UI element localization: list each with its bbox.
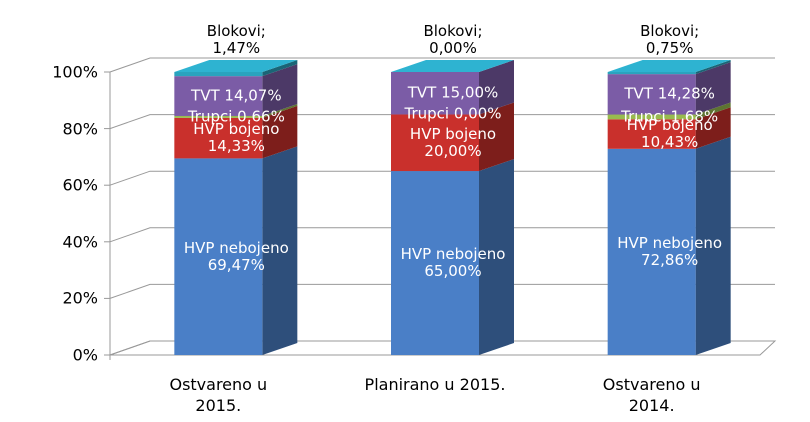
bar-side: [262, 103, 298, 118]
bar-side: [262, 64, 298, 116]
bar-segment: [391, 102, 514, 172]
bar-segment: [607, 136, 731, 355]
bar-front: [174, 115, 263, 118]
y-tick-label: 20%: [62, 288, 98, 308]
grid-line: [109, 114, 775, 130]
data-label: Blokovi; 0,75%: [640, 22, 700, 57]
bar-segment: [607, 102, 731, 120]
data-label: Trupci 0,66%: [187, 107, 285, 126]
data-label: HVP nebojeno 65,00%: [400, 245, 506, 281]
bar-segment: [174, 60, 298, 77]
bar-side: [695, 62, 731, 115]
bar-side: [262, 146, 298, 355]
bar-top: [607, 60, 731, 72]
bar-front: [174, 72, 263, 77]
data-label: HVP bojeno 20,00%: [409, 124, 497, 160]
bar-side: [479, 60, 514, 115]
bar-segment: [607, 62, 731, 115]
data-label: HVP nebojeno 69,47%: [183, 238, 289, 274]
data-label: Blokovi; 0,00%: [423, 22, 483, 57]
bar-front: [391, 72, 479, 115]
bar-segment: [174, 103, 298, 118]
grid-line: [109, 227, 775, 243]
bar-side: [262, 105, 298, 159]
bar-front: [607, 119, 696, 149]
bar-side: [695, 102, 731, 120]
grid-line: [109, 170, 775, 186]
x-tick-label: Ostvareno u 2014.: [602, 375, 701, 415]
bar-side: [479, 102, 514, 172]
bar-side: [262, 60, 298, 77]
bar-front: [174, 158, 263, 355]
bar-segment: [174, 64, 298, 116]
bar-segment: [174, 105, 298, 159]
bar-segment: [391, 60, 514, 115]
grid-line: [109, 57, 775, 73]
bar-front: [607, 114, 696, 120]
y-tick-label: 60%: [62, 175, 98, 195]
y-tick-label: 40%: [62, 232, 98, 252]
y-tick-label: 100%: [52, 62, 98, 82]
data-label: HVP bojeno 14,33%: [193, 120, 280, 156]
data-label: TVT 14,28%: [624, 84, 715, 103]
x-tick-label: Planirano u 2015.: [364, 375, 506, 394]
data-label: Blokovi; 1,47%: [206, 22, 266, 57]
bar-front: [607, 148, 696, 355]
bar-front: [607, 72, 696, 75]
bar-front: [174, 76, 263, 116]
bar-front: [174, 117, 263, 159]
bar-segment: [174, 146, 298, 355]
x-tick-label: Ostvareno u 2015.: [169, 375, 268, 415]
data-label: Trupci 1,68%: [621, 107, 719, 126]
data-label: TVT 15,00%: [407, 83, 499, 102]
data-label: Trupci 0,00%: [404, 104, 502, 123]
bar-top: [174, 60, 298, 72]
bar-front: [607, 74, 696, 115]
data-label: HVP bojeno 10,43%: [626, 116, 713, 152]
bar-front: [391, 171, 479, 355]
grid-line: [109, 283, 775, 299]
data-label: HVP nebojeno 72,86%: [617, 233, 723, 269]
bar-side: [479, 159, 514, 355]
bar-segment: [607, 60, 731, 75]
bar-segment: [391, 159, 514, 355]
bar-segment: [607, 107, 731, 149]
bar-side: [695, 107, 731, 149]
bar-side: [695, 60, 731, 75]
bar-side: [695, 136, 731, 355]
bar-front: [391, 114, 479, 172]
y-tick-label: 0%: [72, 345, 98, 365]
grid-line: [109, 340, 775, 356]
y-tick-label: 80%: [62, 119, 98, 139]
data-label: TVT 14,07%: [191, 86, 282, 105]
bar-segment: [391, 60, 514, 72]
bar-top: [391, 60, 514, 72]
